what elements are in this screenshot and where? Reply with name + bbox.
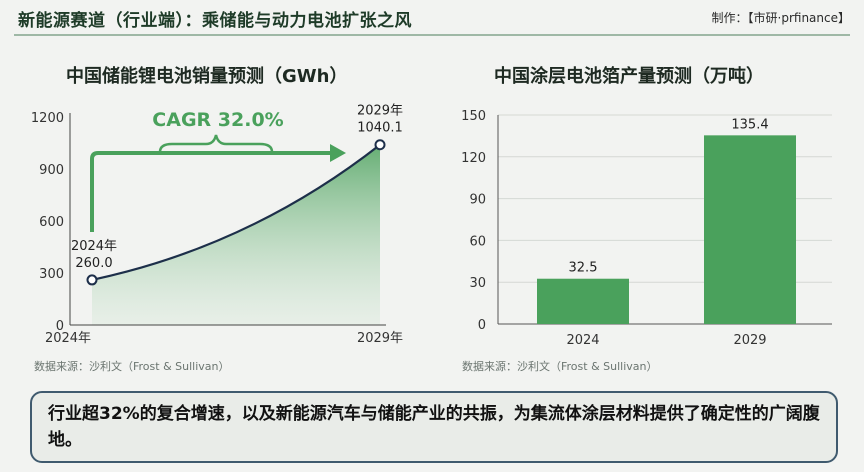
y-tick-label: 900 (39, 163, 64, 178)
y-tick-label: 60 (469, 234, 486, 249)
conclusion-text: 行业超32%的复合增速，以及新能源汽车与储能产业的共振，为集流体涂层材料提供了确… (48, 404, 820, 450)
data-point (374, 139, 386, 151)
header-divider (14, 34, 850, 36)
y-tick-label: 300 (39, 267, 64, 282)
left-chart: 0 300 600 900 1200 2024年 2029年 2024年 260.0 2029年 1… (31, 104, 403, 346)
y-tick-label: 1200 (31, 111, 64, 126)
x-tick-label: 2024年 (45, 331, 91, 346)
data-label: 135.4 (731, 117, 768, 132)
right-chart-title: 中国涂层电池箔产量预测（万吨） (494, 66, 764, 87)
data-label: 260.0 (75, 256, 112, 271)
y-tick-label: 150 (461, 109, 486, 124)
y-tick-label: 120 (461, 151, 486, 166)
cagr-brace (158, 134, 274, 153)
page-header: 新能源赛道（行业端）：乘储能与动力电池扩张之风 制作：【市研·prfinance… (0, 0, 864, 36)
conclusion-box: 行业超32%的复合增速，以及新能源汽车与储能产业的共振，为集流体涂层材料提供了确… (30, 391, 838, 463)
cagr-arrow-head (330, 144, 346, 162)
point-year-label: 2029年 (357, 104, 403, 119)
area-fill (92, 144, 380, 325)
right-chart-source: 数据来源：沙利文（Frost & Sullivan） (462, 360, 658, 373)
left-chart-source: 数据来源：沙利文（Frost & Sullivan） (34, 360, 230, 373)
y-tick-label: 30 (469, 276, 486, 291)
bar (704, 135, 796, 324)
x-tick-label: 2024 (566, 333, 599, 348)
series-line (91, 143, 381, 282)
x-tick-label: 2029年 (357, 331, 403, 346)
left-chart-title: 中国储能锂电池销量预测（GWh） (66, 66, 348, 87)
data-label: 1040.1 (357, 121, 403, 136)
point-year-label: 2024年 (71, 239, 117, 254)
cagr-label: CAGR 32.0% (152, 109, 283, 131)
y-tick-label: 90 (469, 193, 486, 208)
y-tick-label: 0 (56, 319, 64, 334)
x-tick-label: 2029 (733, 333, 766, 348)
bar (537, 278, 629, 324)
cagr-arrow-line (90, 151, 330, 232)
credit-label: 制作：【市研·prfinance】 (711, 11, 850, 25)
y-tick-label: 600 (39, 215, 64, 230)
y-tick-label: 0 (478, 318, 486, 333)
data-point (86, 274, 98, 286)
right-chart: 0 30 60 90 120 150 32.5 2024 135.4 2029 (461, 109, 832, 348)
page-title: 新能源赛道（行业端）：乘储能与动力电池扩张之风 (18, 11, 412, 31)
data-label: 32.5 (569, 261, 598, 276)
